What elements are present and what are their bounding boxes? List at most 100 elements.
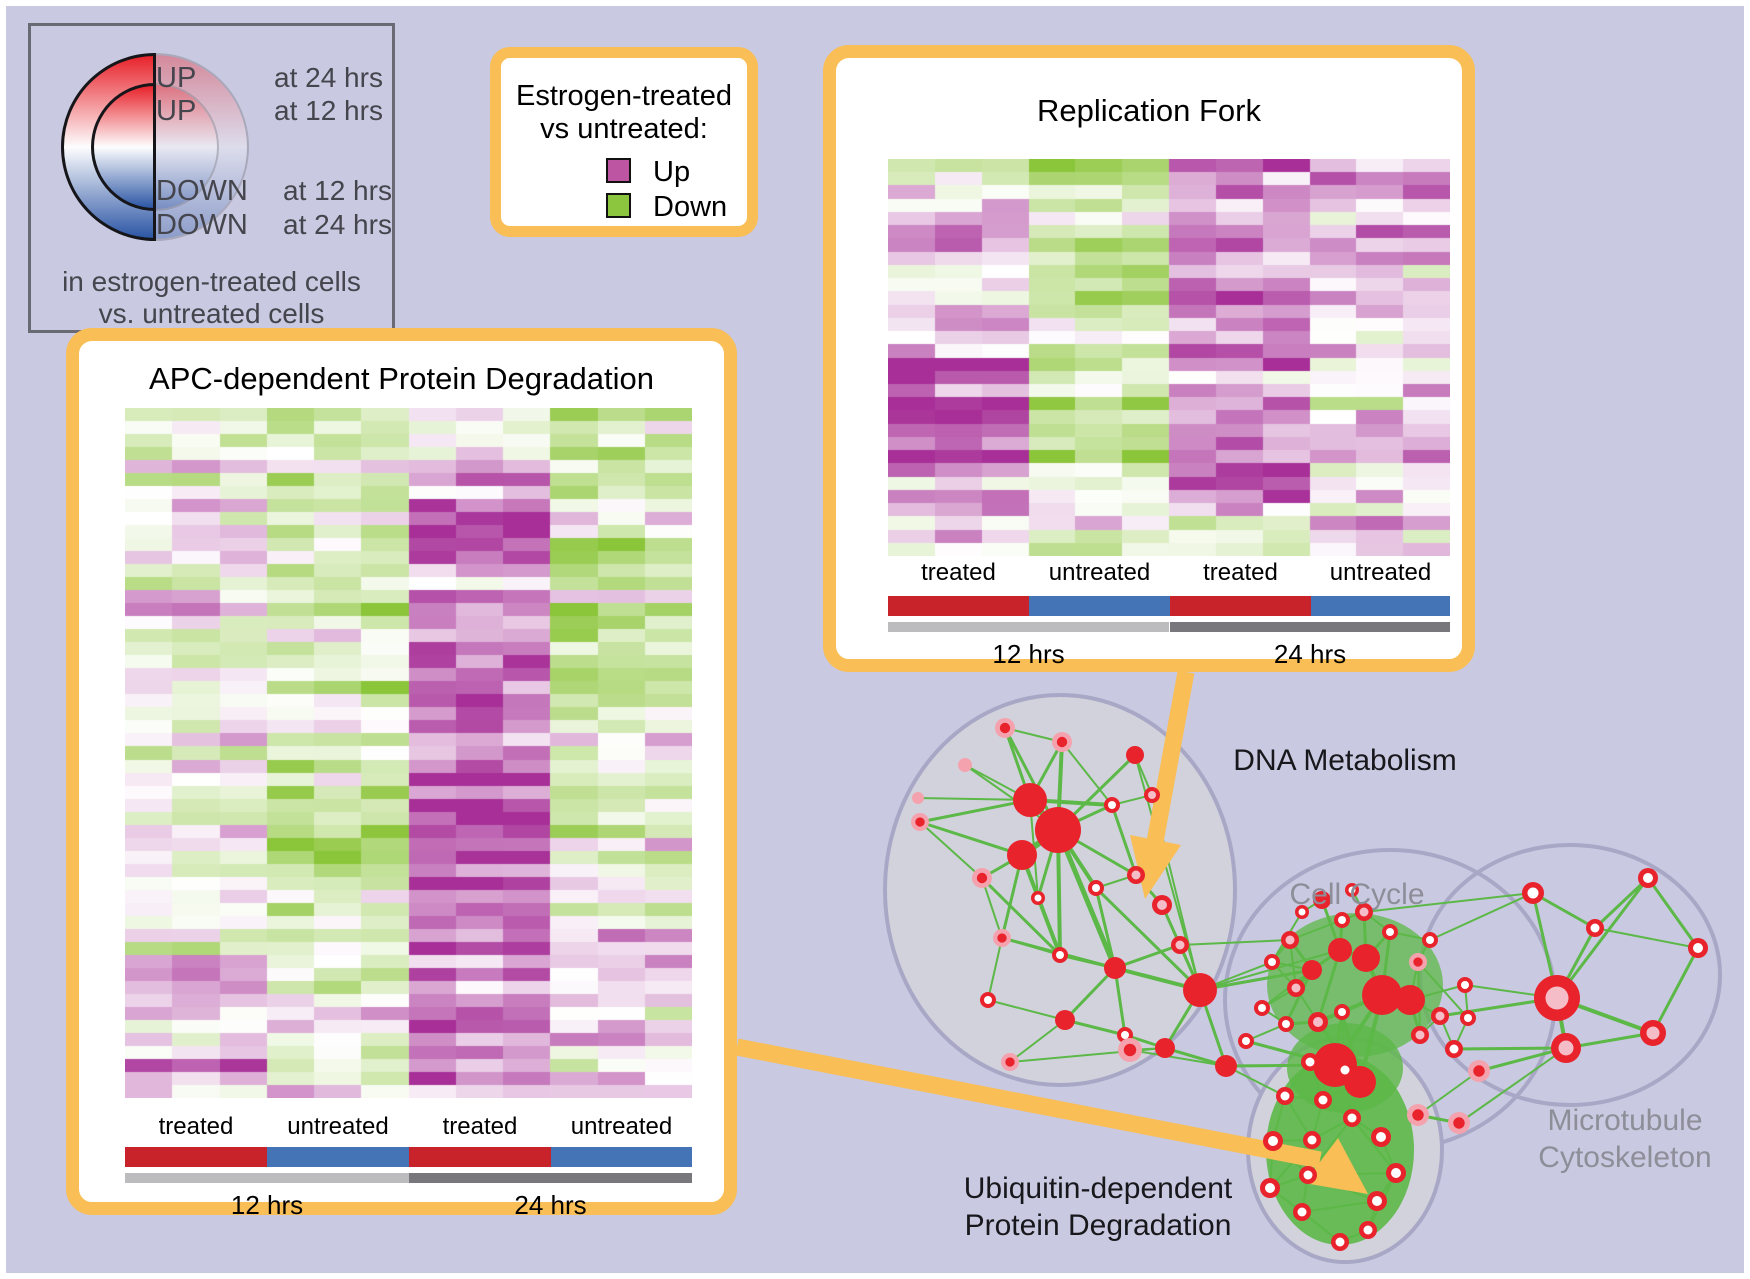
gene-node-61-halo-center	[1473, 1065, 1485, 1077]
network-edge-49	[1179, 939, 1291, 946]
apc-bar-treated-24	[409, 1147, 551, 1167]
gene-node-49-solid	[1313, 891, 1331, 909]
scale-footer-line1: in estrogen-treated cells	[62, 266, 361, 297]
gene-node-3-pink	[958, 758, 972, 772]
network-edge-44	[1113, 943, 1182, 970]
down-color-swatch	[606, 193, 631, 218]
rep-col-treated-12: treated	[921, 559, 996, 586]
scale-footer-line2: vs. untreated cells	[98, 298, 325, 329]
gene-node-30-rp-center	[1291, 983, 1301, 993]
network-edge-121	[1646, 876, 1700, 950]
rep-bar-untreated-12	[1029, 596, 1170, 616]
apc-bar-12hrs	[125, 1173, 409, 1183]
network-edge-11	[918, 798, 1032, 824]
gene-node-39-solid	[1302, 960, 1322, 980]
network-edge-120	[1555, 876, 1650, 1000]
apc-heatmap	[125, 408, 692, 1098]
gene-node-12-rw-center	[1092, 884, 1100, 892]
gene-node-17-solid	[1104, 957, 1126, 979]
gene-node-47-rp-center	[1415, 1030, 1425, 1040]
cell-cycle-label: Cell Cycle	[1289, 878, 1425, 911]
ubiquitin-label-line2: Protein Degradation	[964, 1209, 1232, 1242]
scale-time-24a: at 24 hrs	[274, 62, 383, 93]
gene-node-29-rw-center	[1268, 958, 1276, 966]
updown-color-legend: Estrogen-treated vs untreated: Up Down	[490, 47, 758, 237]
gene-node-64-rw-center	[1693, 943, 1703, 953]
gene-node-34-rw-center	[1338, 916, 1346, 924]
gene-node-1-halo-center	[1056, 736, 1068, 748]
network-edge-42	[987, 937, 1003, 1001]
gene-node-15-halo-center	[997, 933, 1007, 943]
gene-node-79-rw-center	[1363, 1225, 1373, 1235]
network-edge-51	[1063, 1018, 1127, 1037]
gene-node-11-rw-center	[1034, 894, 1042, 902]
network-edge-154	[1269, 1139, 1313, 1189]
gene-node-77-rw-center	[1297, 1207, 1307, 1217]
gene-node-36-rw-center	[1386, 928, 1394, 936]
ring-divider-line	[153, 53, 156, 241]
gene-node-46-rw-center	[1242, 1037, 1250, 1045]
gene-node-57-rw-center	[1461, 981, 1469, 989]
up-color-swatch	[606, 158, 631, 183]
rep-time-12: 12 hrs	[992, 639, 1065, 669]
gene-node-45-halo-center	[1413, 957, 1423, 967]
rep-bar-treated-24	[1170, 596, 1311, 616]
scale-time-24b: at 24 hrs	[283, 209, 392, 240]
gene-node-35-rp-center	[1359, 907, 1369, 917]
network-edge-84	[1363, 892, 1534, 913]
gene-node-59-rw-center	[1449, 1044, 1459, 1054]
gene-node-74-rw-center	[1303, 1170, 1313, 1180]
gene-node-71-rw-center	[1347, 1113, 1357, 1123]
gene-node-68-rw-center	[1318, 1095, 1328, 1105]
gene-node-50-rw-center	[1298, 908, 1306, 916]
network-edge-129	[1452, 1046, 1568, 1051]
gene-node-4-halo-center	[915, 817, 925, 827]
apc-panel: APC-dependent Protein Degradation treate…	[66, 328, 737, 1220]
microtubule-cytoskeleton-label: Microtubule Cytoskeleton	[1495, 1102, 1750, 1176]
gene-node-25-solid	[1155, 1038, 1175, 1058]
gene-node-75-rw-center	[1391, 1168, 1401, 1178]
network-edge-31	[981, 877, 1003, 939]
network-edge-17	[917, 797, 1031, 801]
apc-time-12: 12 hrs	[230, 1190, 304, 1220]
network-edge-167	[1301, 1200, 1378, 1213]
gene-node-26-halo-center	[1123, 1043, 1137, 1057]
replication-fork-heatmap	[888, 159, 1450, 556]
gene-node-69-rw-center	[1268, 1136, 1278, 1146]
scale-up-24-label: UP	[156, 62, 197, 94]
network-edge-78	[1316, 948, 1342, 1024]
gene-node-44-rw-center	[1426, 936, 1434, 944]
microtubule-label-line2: Cytoskeleton	[1538, 1141, 1712, 1174]
network-edge-46	[1113, 966, 1127, 1037]
arrow-shaft-replication-fork-to-dna	[1146, 670, 1195, 844]
ubiquitin-label-line1: Ubiquitin-dependent	[963, 1172, 1233, 1205]
network-edge-158	[1351, 1117, 1397, 1174]
replication-fork-panel: Replication Fork treated untreated treat…	[823, 45, 1475, 672]
gene-node-8-rw-center	[1108, 801, 1116, 809]
apc-bar-untreated-12	[267, 1147, 409, 1167]
gene-node-52-rw-center	[1643, 873, 1653, 883]
gene-node-70-rw-center	[1307, 1135, 1317, 1145]
scale-down-24-label: DOWN	[156, 209, 248, 241]
gene-node-53-rw-center	[1590, 923, 1600, 933]
gene-node-58-rw-center	[1464, 1014, 1472, 1022]
gene-node-56-rp-center	[1646, 1026, 1660, 1040]
gene-node-80-rw-center	[1338, 1008, 1346, 1016]
network-edge-29	[1110, 803, 1138, 877]
ring-scale-legend: UP UP DOWN DOWN at 24 hrs at 12 hrs at 1…	[28, 23, 395, 333]
gene-node-10-halo-center	[976, 872, 988, 884]
gene-node-5-solid	[1013, 783, 1047, 817]
rep-bar-12hrs	[888, 622, 1169, 632]
gene-node-28-rp-center	[1285, 935, 1295, 945]
apc-col-treated-24: treated	[442, 1113, 518, 1140]
network-edge-117	[1531, 891, 1597, 930]
rep-col-untreated-24: untreated	[1329, 559, 1432, 586]
arrow-shaft-apc-to-ubiquitin	[735, 1038, 1322, 1169]
network-edge-75	[1261, 969, 1313, 1009]
gene-node-27-solid	[1215, 1055, 1237, 1077]
replication-fork-title: Replication Fork	[1037, 93, 1261, 128]
gene-node-67-rw-center	[1280, 1091, 1290, 1101]
gene-node-63-halo-center	[1453, 1117, 1465, 1129]
